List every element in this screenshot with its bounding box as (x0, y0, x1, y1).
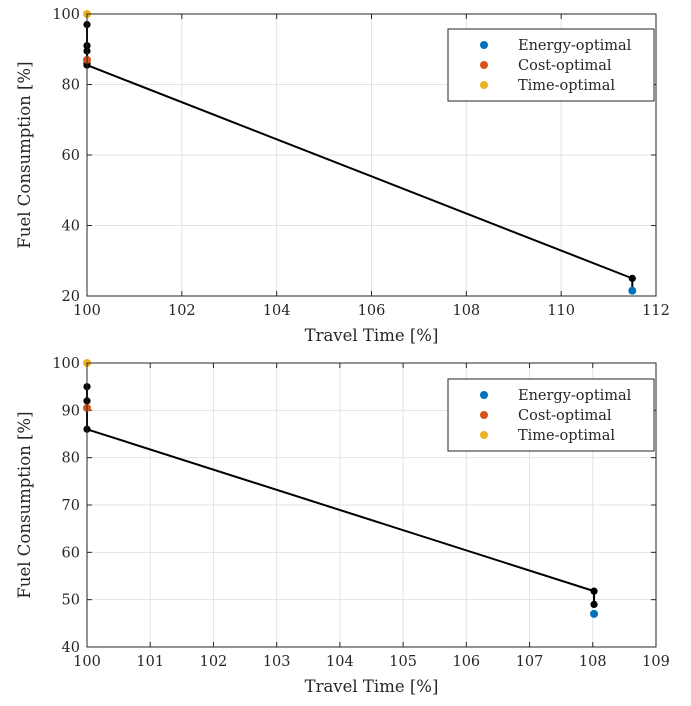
x-tick-label: 100 (73, 654, 101, 670)
x-tick-label: 104 (263, 303, 291, 319)
x-tick-label: 104 (326, 654, 354, 670)
x-tick-label: 112 (642, 303, 670, 319)
y-tick-label: 80 (62, 451, 80, 467)
y-tick-label: 100 (52, 356, 80, 372)
y-tick-label: 40 (62, 219, 80, 235)
legend-label-energy-optimal: Energy-optimal (518, 388, 632, 404)
legend-marker-time-optimal (480, 431, 488, 439)
x-tick-label: 109 (642, 654, 670, 670)
y-tick-label: 60 (62, 148, 80, 164)
x-tick-label: 106 (358, 303, 386, 319)
legend: Energy-optimal Cost-optimal Time-optimal (447, 28, 655, 102)
chart-2: 100 101 102 103 104 105 106 107 108 109 40 50 60 70 80… (15, 356, 670, 696)
legend: Energy-optimal Cost-optimal Time-optimal (447, 378, 655, 452)
legend-label-time-optimal: Time-optimal (518, 78, 615, 94)
x-tick-label: 105 (389, 654, 417, 670)
frontier-point (590, 600, 598, 609)
energy-optimal-point (590, 609, 599, 618)
legend-marker-cost-optimal (480, 411, 488, 419)
x-tick-label: 108 (579, 654, 607, 670)
y-tick-label: 40 (62, 640, 80, 656)
y-tick-label: 100 (52, 7, 80, 23)
x-tick-label: 103 (263, 654, 291, 670)
frontier-point (590, 587, 598, 595)
x-tick-label: 106 (452, 654, 480, 670)
y-tick-label: 60 (62, 545, 80, 561)
y-tick-label: 80 (62, 78, 80, 94)
x-tick-label: 107 (516, 654, 544, 670)
y-tick-label: 70 (62, 498, 80, 514)
legend-label-time-optimal: Time-optimal (518, 428, 615, 444)
y-axis-label: Fuel Consumption [%] (15, 411, 34, 598)
x-tick-label: 110 (547, 303, 575, 319)
legend-marker-energy-optimal (480, 41, 488, 49)
y-axis-label: Fuel Consumption [%] (15, 61, 34, 248)
chart-1: 100 102 104 106 108 110 112 20 40 60 80 100 Travel T… (15, 7, 670, 345)
legend-label-cost-optimal: Cost-optimal (518, 58, 612, 74)
legend-label-cost-optimal: Cost-optimal (518, 408, 612, 424)
y-tick-label: 90 (62, 403, 80, 419)
x-tick-label: 102 (200, 654, 228, 670)
axes-frame (86, 13, 657, 297)
frontier-point (628, 274, 636, 282)
energy-optimal-point (628, 286, 637, 295)
legend-marker-energy-optimal (480, 391, 488, 399)
x-tick-label: 102 (168, 303, 196, 319)
x-axis-label: Travel Time [%] (305, 677, 439, 696)
y-tick-label: 50 (62, 593, 80, 609)
x-tick-label: 100 (73, 303, 101, 319)
legend-label-energy-optimal: Energy-optimal (518, 38, 632, 54)
x-tick-label: 108 (452, 303, 480, 319)
x-axis-label: Travel Time [%] (305, 326, 439, 345)
legend-marker-cost-optimal (480, 61, 488, 69)
legend-marker-time-optimal (480, 81, 488, 89)
x-tick-label: 101 (136, 654, 164, 670)
axes-frame (86, 362, 657, 648)
y-tick-label: 20 (62, 289, 80, 305)
